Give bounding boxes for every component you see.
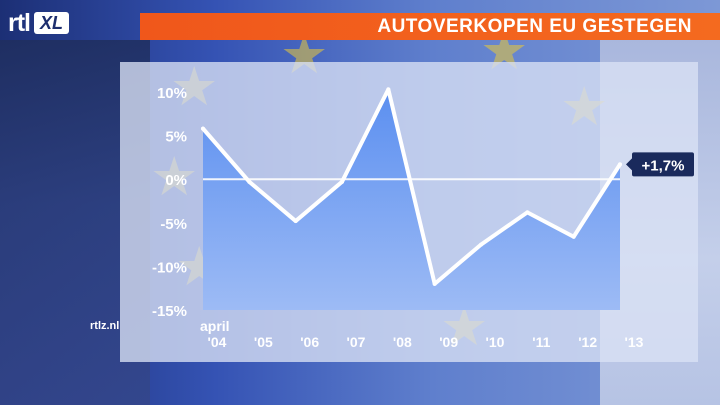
data-point	[340, 179, 344, 184]
y-tick-label: 0%	[165, 172, 187, 189]
data-point	[386, 87, 391, 92]
x-tick-label: '13	[625, 334, 644, 350]
y-tick-label: -15%	[152, 303, 187, 320]
data-point	[247, 179, 252, 184]
data-point	[432, 281, 437, 286]
data-point	[293, 219, 298, 224]
website-label: rtlz.nl	[90, 320, 120, 332]
x-tick-label: '06	[300, 334, 319, 350]
chart-title: AUTOVERKOPEN EU GESTEGEN	[377, 16, 692, 37]
x-tick-label: '10	[486, 334, 505, 350]
chart-area-fill	[203, 89, 620, 310]
logo-xl-badge: XL	[34, 12, 70, 34]
value-callout-box	[632, 152, 694, 177]
channel-logo: rtl XL	[8, 8, 70, 37]
data-point	[618, 162, 622, 167]
y-tick-label: -5%	[160, 216, 187, 233]
x-tick-label: '12	[578, 334, 597, 350]
data-point	[571, 234, 576, 239]
data-point	[201, 126, 205, 131]
y-tick-label: -10%	[152, 259, 187, 276]
logo-rtl-text: rtl	[8, 8, 31, 37]
x-tick-label: '05	[254, 334, 273, 350]
value-callout-label: +1,7%	[642, 157, 685, 174]
x-tick-label: '11	[532, 334, 550, 350]
x-tick-label: '04	[208, 334, 227, 350]
y-tick-label: 10%	[157, 85, 187, 102]
data-point	[525, 210, 530, 215]
title-bar: AUTOVERKOPEN EU GESTEGEN	[140, 13, 720, 40]
series-line	[201, 87, 622, 286]
x-tick-label: '07	[347, 334, 366, 350]
value-callout-pointer	[626, 158, 632, 171]
x-tick-label: '09	[439, 334, 458, 350]
x-prefix-label: april	[200, 318, 230, 334]
x-tick-label: '08	[393, 334, 412, 350]
y-tick-label: 5%	[165, 129, 187, 146]
data-point	[479, 242, 483, 247]
